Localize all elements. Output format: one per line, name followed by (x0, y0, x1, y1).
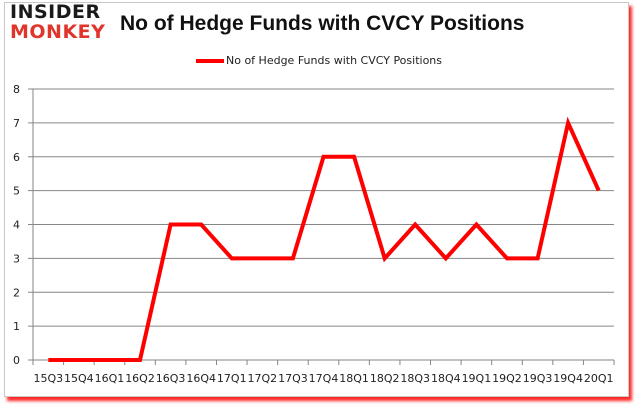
y-tick-label: 3 (13, 252, 20, 265)
x-tick-label: 20Q1 (584, 372, 614, 385)
y-tick-label: 6 (13, 151, 20, 164)
x-tick-label: 17Q4 (309, 372, 339, 385)
x-tick-label: 18Q2 (370, 372, 400, 385)
legend-label: No of Hedge Funds with CVCY Positions (226, 54, 443, 67)
x-tick-label: 19Q3 (523, 372, 553, 385)
series-line (48, 116, 601, 362)
insider-monkey-logo: INSIDER MONKEY (10, 3, 118, 42)
x-tick-label: 18Q4 (431, 372, 461, 385)
x-tick-label: 16Q1 (95, 372, 125, 385)
y-tick-label: 1 (13, 320, 20, 333)
x-tick-label: 18Q1 (339, 372, 369, 385)
y-tick-label: 4 (13, 219, 20, 232)
logo-line-2: MONKEY (10, 21, 106, 43)
y-tick-label: 7 (13, 117, 20, 130)
x-tick-label: 17Q1 (217, 372, 247, 385)
x-tick-label: 15Q4 (64, 372, 94, 385)
x-tick-label: 16Q4 (186, 372, 216, 385)
x-tick-label: 16Q2 (125, 372, 155, 385)
x-tick-label: 18Q3 (400, 372, 430, 385)
y-tick-label: 5 (13, 185, 20, 198)
chart-frame (4, 2, 629, 397)
x-tick-label: 17Q2 (248, 372, 278, 385)
y-tick-label: 2 (13, 286, 20, 299)
x-tick-label: 17Q3 (278, 372, 308, 385)
x-tick-label: 19Q1 (462, 372, 492, 385)
legend-line-swatch-icon (196, 58, 224, 63)
x-tick-label: 19Q4 (553, 372, 583, 385)
chart-title: No of Hedge Funds with CVCY Positions (120, 12, 525, 35)
y-tick-label: 8 (13, 83, 20, 96)
chart-legend: No of Hedge Funds with CVCY Positions (196, 54, 442, 67)
x-tick-label: 15Q3 (33, 372, 63, 385)
y-tick-label: 0 (13, 354, 20, 367)
logo-line-1: INSIDER (10, 1, 101, 23)
x-tick-label: 19Q2 (492, 372, 522, 385)
x-tick-label: 16Q3 (156, 372, 186, 385)
